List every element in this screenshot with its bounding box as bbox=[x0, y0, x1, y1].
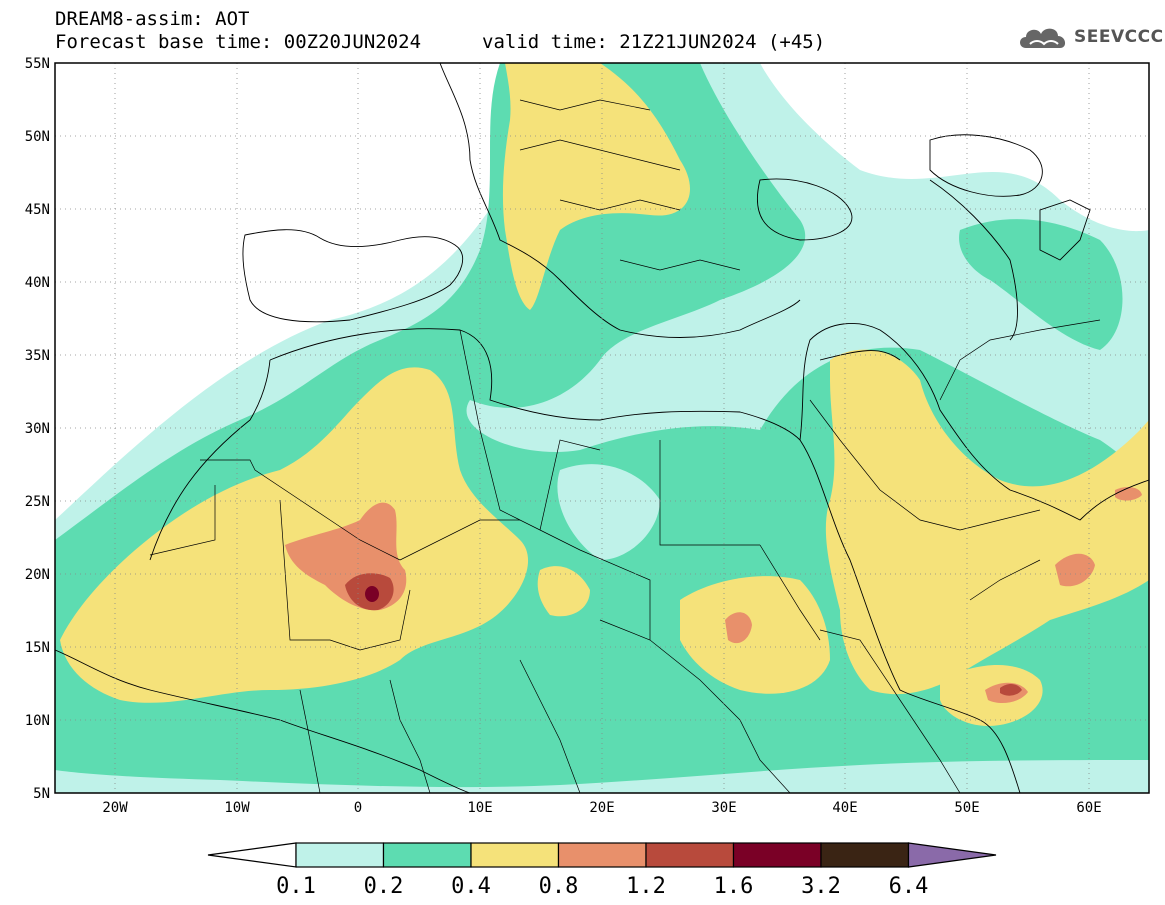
colorbar-label: 0.8 bbox=[539, 874, 579, 899]
lon-label: 30E bbox=[711, 800, 736, 816]
lat-label: 25N bbox=[25, 494, 50, 510]
lat-label: 5N bbox=[33, 786, 50, 802]
seevccc-logo: SEEVCCC bbox=[1016, 22, 1164, 52]
lat-label: 50N bbox=[25, 129, 50, 145]
forecast-base-time: Forecast base time: 00Z20JUN2024 bbox=[55, 31, 422, 53]
colorbar: 0.1 0.2 0.4 0.8 1.2 1.6 3.2 6.4 bbox=[207, 842, 997, 899]
colorbar-box bbox=[557, 842, 647, 868]
colorbar-label: 3.2 bbox=[801, 874, 841, 899]
colorbar-label: 0.4 bbox=[451, 874, 491, 899]
colorbar-box bbox=[470, 842, 560, 868]
lon-label: 20E bbox=[589, 800, 614, 816]
lon-label: 0 bbox=[354, 800, 362, 816]
map-title: DREAM8-assim: AOT bbox=[55, 8, 250, 30]
colorbar-under-arrow bbox=[207, 842, 297, 868]
cloud-icon bbox=[1020, 28, 1066, 48]
coastlines bbox=[55, 63, 1149, 793]
valid-time: valid time: 21Z21JUN2024 (+45) bbox=[482, 31, 826, 53]
colorbar-label: 0.1 bbox=[276, 874, 316, 899]
colorbar-labels: 0.1 0.2 0.4 0.8 1.2 1.6 3.2 6.4 bbox=[276, 874, 928, 899]
colorbar-label: 1.6 bbox=[714, 874, 754, 899]
colorbar-box bbox=[820, 842, 910, 868]
lat-label: 55N bbox=[25, 56, 50, 72]
map-frame bbox=[54, 62, 1150, 794]
lat-label: 35N bbox=[25, 348, 50, 364]
logo-text: SEEVCCC bbox=[1074, 27, 1164, 47]
lon-label: 10W bbox=[224, 800, 250, 816]
lon-label: 50E bbox=[954, 800, 979, 816]
aot-level-1.6 bbox=[365, 586, 379, 602]
colorbar-label: 0.2 bbox=[364, 874, 404, 899]
colorbar-label: 6.4 bbox=[889, 874, 929, 899]
country-borders bbox=[149, 99, 1101, 793]
grid-lines bbox=[55, 63, 1149, 793]
aot-level-0.4 bbox=[60, 63, 1149, 726]
colorbar-over-arrow bbox=[907, 842, 997, 868]
lon-label: 40E bbox=[832, 800, 857, 816]
lon-label: 20W bbox=[102, 800, 128, 816]
colorbar-box bbox=[645, 842, 735, 868]
lat-label: 45N bbox=[25, 202, 50, 218]
lat-label: 15N bbox=[25, 640, 50, 656]
lon-label: 60E bbox=[1076, 800, 1101, 816]
lat-label: 20N bbox=[25, 567, 50, 583]
lat-label: 30N bbox=[25, 421, 50, 437]
lat-axis: 55N 50N 45N 40N 35N 30N 25N 20N 15N 10N … bbox=[25, 56, 50, 802]
colorbar-label: 1.2 bbox=[626, 874, 666, 899]
colorbar-box bbox=[732, 842, 822, 868]
lon-label: 10E bbox=[467, 800, 492, 816]
lon-axis: 20W 10W 0 10E 20E 30E 40E 50E 60E bbox=[102, 800, 1101, 816]
colorbar-boxes bbox=[207, 842, 997, 868]
colorbar-box bbox=[382, 842, 472, 868]
lat-label: 40N bbox=[25, 275, 50, 291]
colorbar-box bbox=[295, 842, 385, 868]
lat-label: 10N bbox=[25, 713, 50, 729]
